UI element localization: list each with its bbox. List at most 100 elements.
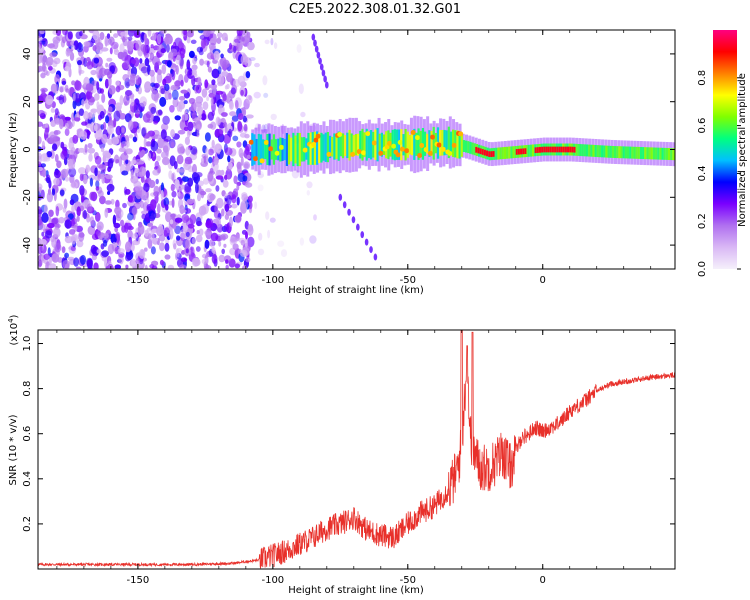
heatmap-cell bbox=[161, 64, 167, 75]
heatmap-cell bbox=[186, 36, 191, 44]
heatmap-cell bbox=[150, 74, 156, 85]
heatmap-cell bbox=[270, 37, 274, 46]
heatmap-band-cell bbox=[661, 147, 664, 160]
heatmap-band-cell bbox=[436, 142, 442, 148]
heatmap-cell bbox=[71, 204, 75, 213]
heatmap-cell bbox=[262, 75, 268, 86]
heatmap-band-cell bbox=[248, 139, 254, 145]
heatmap-cell bbox=[47, 247, 51, 256]
heatmap-band-cell bbox=[655, 147, 658, 160]
heatmap-band-cell bbox=[402, 134, 405, 156]
heatmap-cell bbox=[165, 43, 170, 53]
heatmap-cell bbox=[114, 206, 122, 215]
heatmap-cell bbox=[227, 155, 231, 163]
heatmap-band-cell bbox=[510, 146, 513, 159]
heatmap-cell bbox=[79, 173, 84, 182]
heatmap-cell bbox=[219, 234, 224, 241]
heatmap-cell bbox=[277, 240, 285, 247]
heatmap-cell bbox=[117, 248, 125, 254]
heatmap-band-cell bbox=[588, 144, 591, 157]
heatmap-band-cell bbox=[259, 134, 263, 165]
heatmap-cell bbox=[144, 57, 150, 67]
heatmap-band-peak bbox=[479, 148, 482, 155]
heatmap-cell bbox=[113, 222, 121, 229]
heatmap-cell bbox=[47, 222, 55, 229]
heatmap-cell bbox=[48, 65, 53, 71]
heatmap-cell bbox=[38, 152, 42, 161]
heatmap-cell bbox=[78, 147, 86, 153]
heatmap-cell bbox=[220, 53, 224, 59]
heatmap-cell bbox=[159, 242, 165, 252]
heatmap-cell bbox=[192, 258, 201, 267]
heatmap-cell bbox=[192, 163, 197, 175]
heatmap-cell bbox=[243, 161, 251, 170]
heatmap-cell bbox=[254, 201, 258, 210]
heatmap-cell bbox=[125, 241, 132, 253]
heatmap-cell bbox=[230, 238, 238, 243]
heatmap-cell bbox=[269, 217, 276, 223]
heatmap-cell bbox=[270, 113, 277, 121]
heatmap-cell bbox=[206, 52, 214, 60]
heatmap-band-peak bbox=[475, 146, 478, 153]
heatmap-cell bbox=[173, 243, 177, 250]
heatmap-streak-cell bbox=[325, 81, 329, 89]
heatmap-cell bbox=[179, 104, 183, 113]
heatmap-cell bbox=[85, 90, 93, 100]
y-tick-label: 0.2 bbox=[22, 516, 33, 532]
heatmap-cell bbox=[176, 248, 180, 258]
heatmap-cell bbox=[43, 157, 51, 162]
heatmap-band-cell bbox=[307, 132, 310, 165]
heatmap-cell bbox=[84, 144, 88, 153]
heatmap-cell bbox=[236, 30, 243, 37]
heatmap-band-cell bbox=[583, 144, 586, 157]
heatmap-cell bbox=[105, 115, 110, 124]
heatmap-cell bbox=[224, 126, 228, 134]
heatmap-cell bbox=[61, 246, 66, 254]
heatmap-band-cell bbox=[585, 144, 589, 157]
heatmap-cell bbox=[296, 44, 302, 53]
heatmap-cell bbox=[205, 188, 212, 193]
heatmap-cell bbox=[197, 30, 204, 34]
heatmap-cell bbox=[119, 95, 124, 106]
heatmap-cell bbox=[308, 123, 317, 133]
heatmap-cell bbox=[170, 129, 176, 138]
heatmap-cell bbox=[197, 180, 204, 187]
heatmap-cell bbox=[51, 101, 56, 109]
heatmap-cell bbox=[49, 134, 57, 144]
heatmap-cell bbox=[46, 151, 53, 158]
heatmap-cell bbox=[240, 89, 244, 96]
heatmap-cell bbox=[247, 41, 255, 51]
heatmap-cell bbox=[191, 75, 196, 87]
heatmap-cell bbox=[153, 120, 159, 125]
heatmap-band-cell bbox=[404, 128, 407, 161]
heatmap-cell bbox=[180, 79, 184, 87]
heatmap-band-cell bbox=[447, 150, 453, 156]
heatmap-band-peak bbox=[556, 146, 559, 153]
heatmap-cell bbox=[112, 214, 117, 226]
heatmap-cell bbox=[306, 190, 310, 196]
heatmap-cell bbox=[166, 60, 172, 68]
heatmap-band-cell bbox=[331, 136, 334, 157]
heatmap-cell bbox=[185, 146, 191, 156]
heatmap-cell bbox=[156, 53, 161, 58]
heatmap-cell bbox=[239, 132, 247, 138]
heatmap-cell bbox=[108, 85, 116, 95]
heatmap-cell bbox=[140, 190, 147, 201]
heatmap-cell bbox=[105, 174, 113, 180]
heatmap-cell bbox=[213, 156, 219, 166]
heatmap-cell bbox=[165, 34, 173, 45]
heatmap-band-cell bbox=[300, 137, 304, 162]
heatmap-cell bbox=[152, 237, 159, 242]
heatmap-cell bbox=[253, 91, 261, 99]
heatmap-cell bbox=[244, 237, 248, 249]
heatmap-band-cell bbox=[449, 131, 453, 154]
heatmap-cell bbox=[160, 123, 169, 131]
heatmap-cell bbox=[92, 30, 99, 41]
heatmap-cell bbox=[107, 138, 114, 146]
heatmap-band-cell bbox=[616, 146, 619, 159]
heatmap-cell bbox=[106, 57, 113, 62]
heatmap-cell bbox=[204, 79, 209, 89]
heatmap-cell bbox=[211, 247, 216, 254]
heatmap-cell bbox=[128, 134, 134, 139]
heatmap-cell bbox=[75, 266, 82, 269]
